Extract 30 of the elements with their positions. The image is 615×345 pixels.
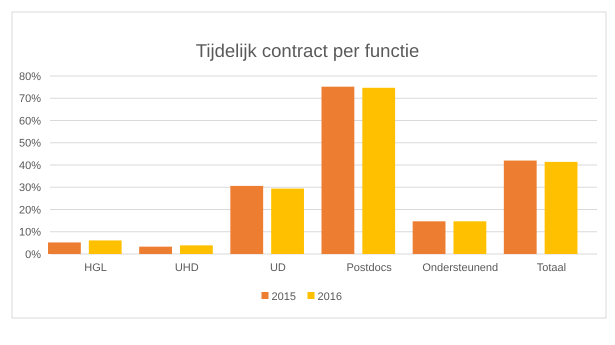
y-tick-label: 10% (18, 226, 42, 239)
y-tick-label: 40% (18, 160, 42, 172)
bar (139, 246, 172, 254)
y-tick-label: 20% (18, 204, 42, 216)
y-tick-label: 60% (18, 115, 42, 128)
x-tick-label: HGL (84, 262, 107, 274)
bar (88, 240, 122, 254)
y-tick-label: 30% (18, 182, 42, 194)
x-tick-label: Totaal (536, 262, 566, 274)
bar (180, 245, 213, 254)
bar (322, 86, 354, 254)
bar (412, 221, 446, 254)
bar (544, 162, 578, 254)
chart-title: Tijdelijk contract per functie (196, 40, 420, 61)
bar (504, 160, 537, 254)
legend-label: 2016 (318, 290, 342, 303)
x-tick-label: Ondersteunend (422, 262, 498, 274)
x-tick-label: UD (270, 262, 286, 274)
y-tick-label: 0% (25, 248, 42, 261)
bar (453, 221, 486, 254)
bar (230, 186, 264, 254)
x-tick-label: UHD (174, 262, 199, 274)
x-tick-label: Postdocs (346, 262, 392, 274)
legend-label: 2015 (272, 290, 296, 303)
bar (362, 88, 396, 254)
y-tick-label: 50% (18, 138, 42, 150)
bar (48, 242, 81, 254)
bar (271, 188, 304, 254)
y-tick-label: 70% (18, 93, 42, 106)
y-tick-label: 80% (18, 70, 42, 83)
